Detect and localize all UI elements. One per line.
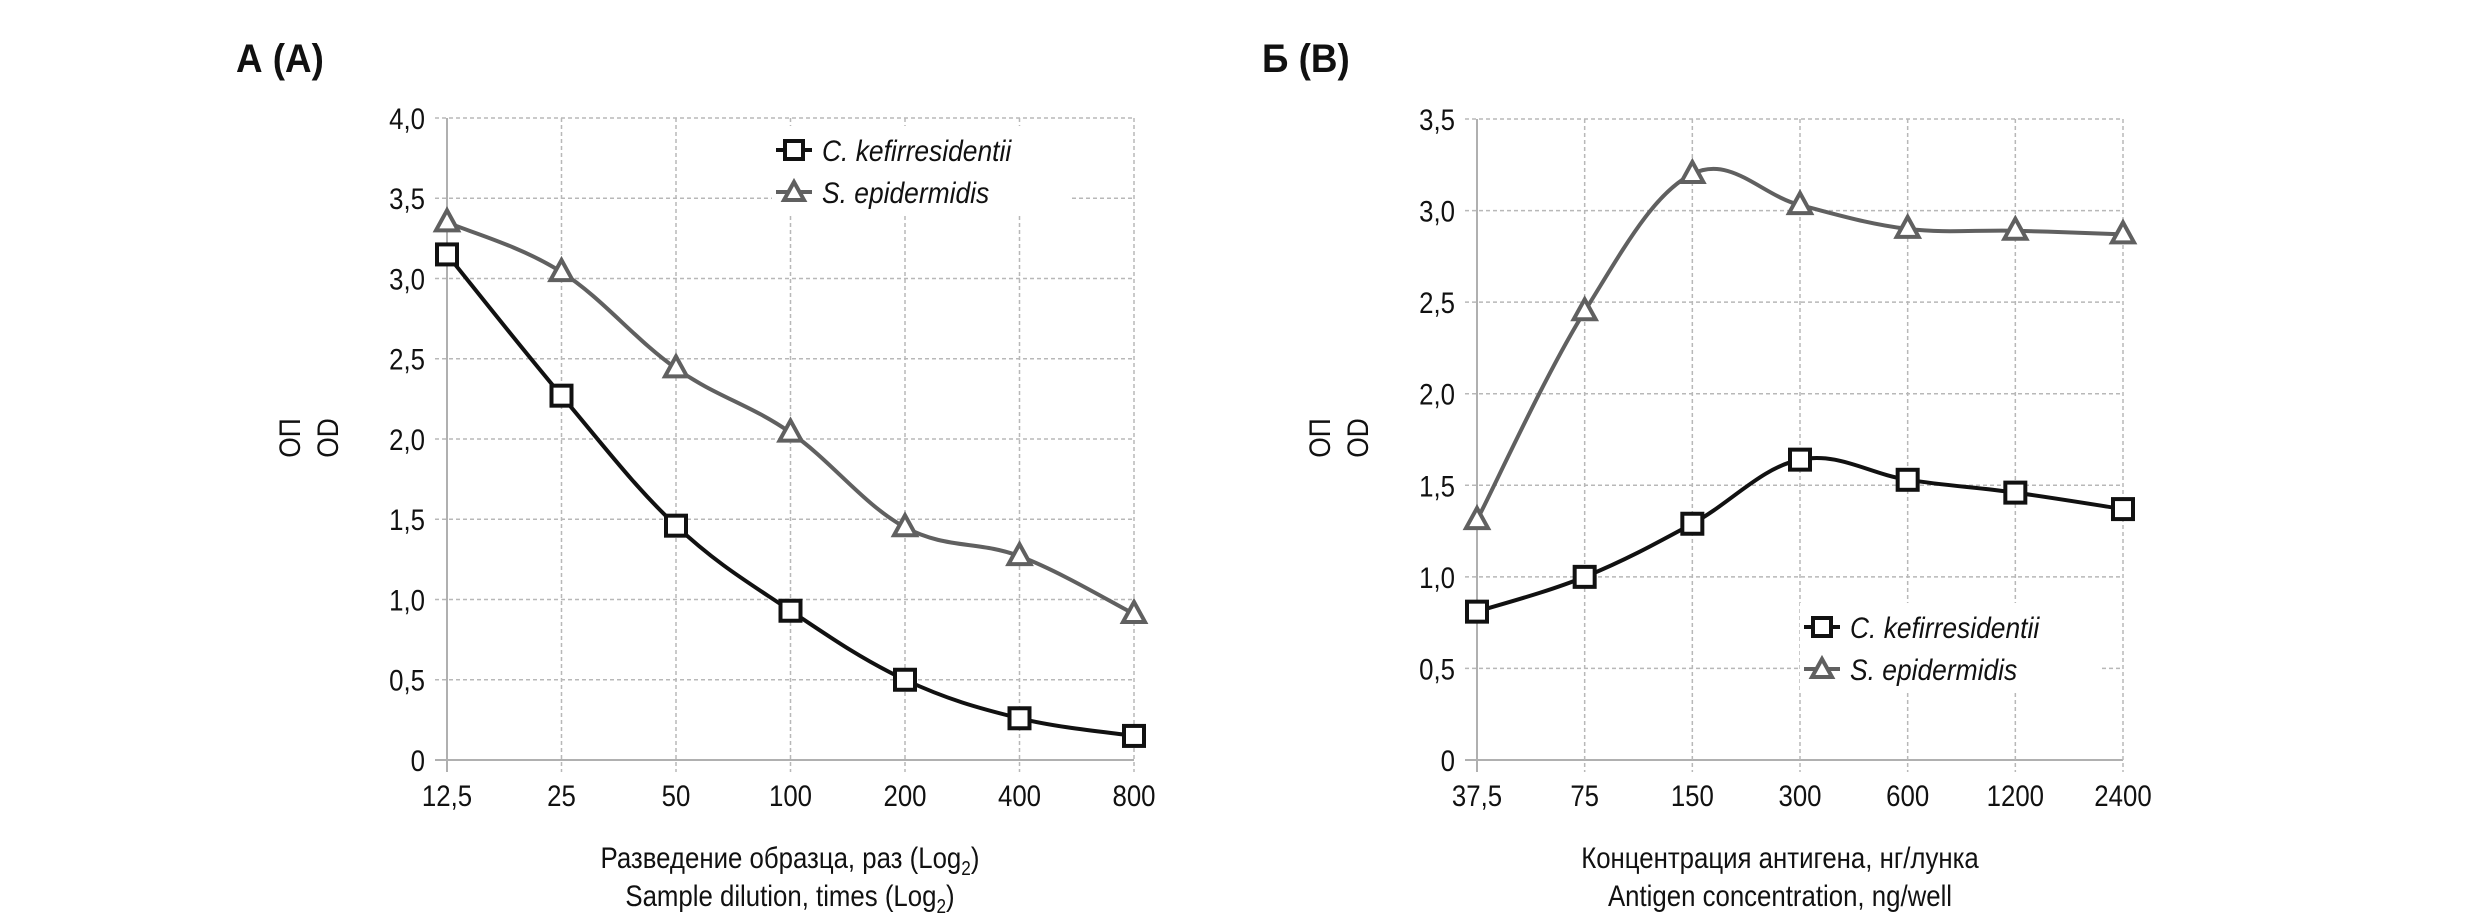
legend: C. kefirresidentii S. epidermidis: [1800, 603, 2100, 691]
y-tick-label: 3,5: [1419, 103, 1455, 136]
x-tick-label: 800: [1112, 779, 1155, 812]
s-epidermidis-point-0: [1466, 508, 1488, 528]
x-tick-label: 25: [547, 779, 576, 812]
y-tick-label: 2,0: [1419, 378, 1455, 411]
s-epidermidis-point-6: [2112, 222, 2134, 242]
c-kefirresidentii-point-1: [552, 386, 572, 406]
c-kefirresidentii-point-2: [1682, 514, 1702, 534]
c-kefirresidentii-point-0: [1467, 602, 1487, 622]
s-epidermidis-point-3: [780, 421, 802, 441]
figure: А (A) 0 0,5 1,0 1,5 2,0 2,5 3,0 3,5 4,0 12,5 25 50 10…: [0, 0, 2480, 924]
legend-label: S. epidermidis: [822, 175, 989, 209]
x-axis-title-line-2: Antigen concentration, ng/well: [1608, 879, 1952, 912]
series-line: [447, 254, 1134, 736]
x-tick-label: 100: [769, 779, 812, 812]
x-tick-label: 200: [883, 779, 926, 812]
c-kefirresidentii-point-5: [1010, 708, 1030, 728]
c-kefirresidentii-point-6: [1124, 726, 1144, 746]
x-axis-title-line-1: Концентрация антигена, нг/лунка: [1581, 841, 1979, 874]
s-epidermidis-point-0: [436, 210, 458, 230]
x-tick-label: 75: [1570, 779, 1599, 812]
x-tick-label: 150: [1671, 779, 1714, 812]
x-axis-title-line-2: Sample dilution, times (Log2): [625, 879, 954, 917]
y-tick-label: 2,5: [389, 343, 425, 376]
y-tick-label: 4,0: [389, 102, 425, 135]
legend: C. kefirresidentii S. epidermidis: [772, 126, 1072, 214]
x-tick-label: 600: [1886, 779, 1929, 812]
legend-square-marker-icon: [785, 141, 803, 159]
c-kefirresidentii-point-2: [666, 516, 686, 536]
x-tick-label: 50: [662, 779, 691, 812]
s-epidermidis-point-1: [551, 260, 573, 280]
panel-label: Б (B): [1262, 37, 1350, 82]
y-tick-label: 1,5: [389, 503, 425, 536]
s-epidermidis-point-2: [1681, 162, 1703, 182]
y-tick-label: 0,5: [1419, 653, 1455, 686]
y-tick-label: 3,5: [389, 182, 425, 215]
y-tick-label: 3,0: [1419, 195, 1455, 228]
y-tick-label: 1,0: [389, 584, 425, 617]
c-kefirresidentii-point-3: [1790, 450, 1810, 470]
x-axis-title-line-1: Разведение образца, раз (Log2): [601, 841, 980, 879]
c-kefirresidentii-point-4: [1898, 470, 1918, 490]
y-tick-label: 2,0: [389, 423, 425, 456]
legend-label: S. epidermidis: [1850, 652, 2017, 686]
y-axis-title-line-2: OD: [1340, 418, 1374, 458]
series-c-kefirresidentii: [437, 244, 1144, 746]
y-tick-label: 0: [411, 744, 425, 777]
c-kefirresidentii-point-4: [895, 670, 915, 690]
s-epidermidis-point-6: [1123, 602, 1145, 622]
y-axis-title-line-2: OD: [310, 418, 344, 458]
c-kefirresidentii-point-6: [2113, 499, 2133, 519]
y-axis-title-line-1: ОП: [1302, 418, 1336, 458]
s-epidermidis-point-3: [1789, 193, 1811, 213]
c-kefirresidentii-point-0: [437, 244, 457, 264]
c-kefirresidentii-point-3: [781, 601, 801, 621]
legend-square-marker-icon: [1813, 618, 1831, 636]
c-kefirresidentii-point-1: [1575, 567, 1595, 587]
y-tick-label: 1,0: [1419, 561, 1455, 594]
x-tick-label: 2400: [2094, 779, 2151, 812]
legend-label: C. kefirresidentii: [822, 133, 1012, 167]
s-epidermidis-point-4: [894, 515, 916, 535]
y-tick-label: 1,5: [1419, 469, 1455, 502]
c-kefirresidentii-point-5: [2005, 483, 2025, 503]
y-tick-label: 0,5: [389, 664, 425, 697]
panel-b-chart: Б (B) 0 0,5 1,0 1,5 2,0 2,5 3,0 3,5 37,5 75 150 300 6…: [1262, 37, 2152, 913]
y-tick-label: 2,5: [1419, 286, 1455, 319]
panel-a-chart: А (A) 0 0,5 1,0 1,5 2,0 2,5 3,0 3,5 4,0 12,5 25 50 10…: [236, 37, 1156, 918]
x-tick-label: 300: [1778, 779, 1821, 812]
panel-label: А (A): [236, 37, 324, 82]
x-tick-label: 1200: [1987, 779, 2044, 812]
x-tick-label: 12,5: [422, 779, 472, 812]
y-tick-label: 3,0: [389, 263, 425, 296]
s-epidermidis-point-5: [2004, 219, 2026, 239]
s-epidermidis-point-5: [1009, 544, 1031, 564]
x-tick-label: 37,5: [1452, 779, 1502, 812]
s-epidermidis-point-4: [1897, 217, 1919, 237]
x-tick-label: 400: [998, 779, 1041, 812]
y-axis-title-line-1: ОП: [272, 418, 306, 458]
legend-label: C. kefirresidentii: [1850, 610, 2040, 644]
y-tick-label: 0: [1441, 744, 1455, 777]
